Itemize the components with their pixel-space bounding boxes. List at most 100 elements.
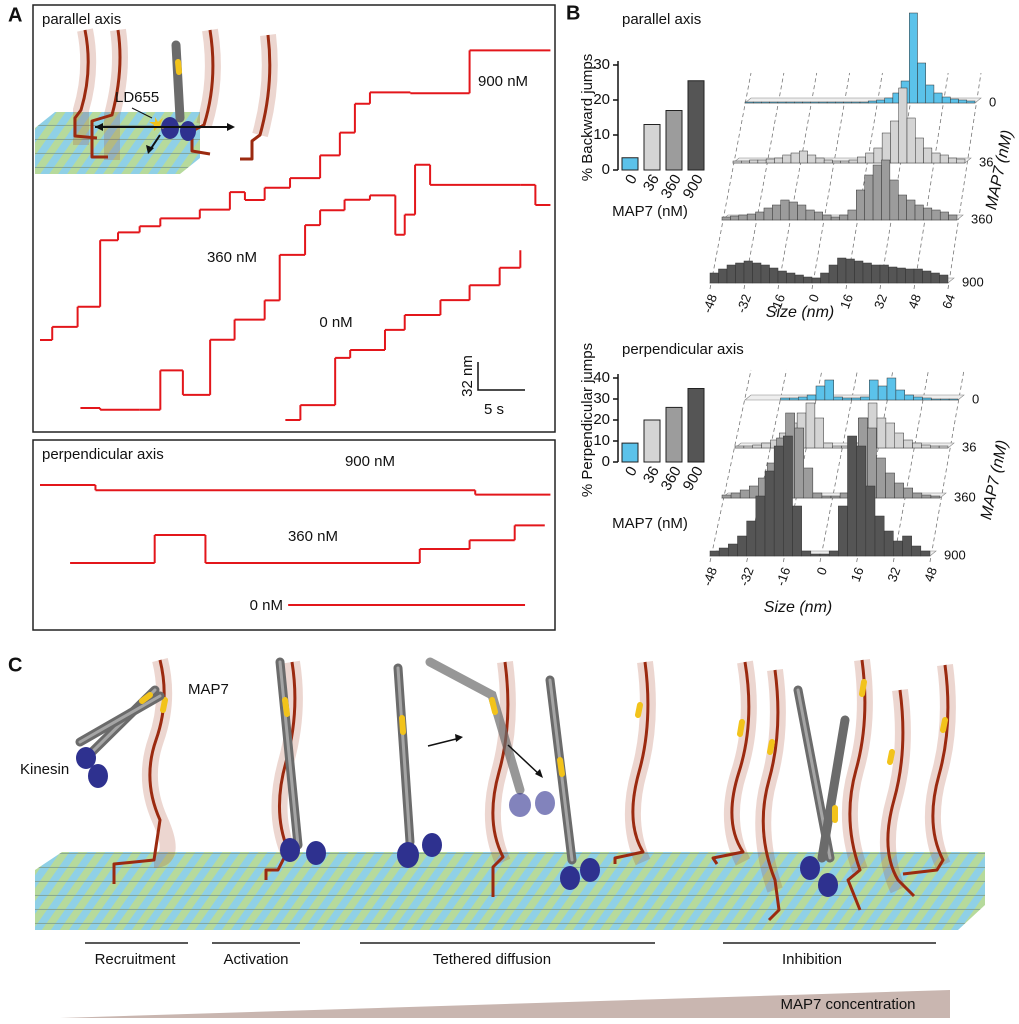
histogram-bar: [884, 97, 894, 104]
histogram-bar: [774, 157, 783, 164]
histogram-bar: [765, 158, 775, 164]
histogram-bar: [911, 545, 922, 557]
x-tick-label: 36: [640, 463, 663, 486]
histogram-bar: [920, 550, 931, 557]
histogram-bar: [883, 530, 894, 557]
histogram-bar: [898, 194, 907, 221]
histogram-bar: [734, 445, 745, 449]
stage-label: Activation: [223, 951, 288, 968]
histogram-bar: [741, 160, 750, 164]
histogram-bar: [764, 470, 775, 557]
histogram-bar: [815, 385, 826, 401]
histogram-bar: [763, 207, 773, 221]
x-tick-label: 900: [680, 463, 707, 493]
histogram-bar: [879, 264, 889, 284]
grid-line: [856, 369, 894, 563]
series-axis-label: MAP7 (nM): [978, 439, 1011, 522]
histogram-bar: [886, 377, 897, 401]
x-axis-label: MAP7 (nM): [612, 515, 688, 532]
section-title: parallel axis: [42, 11, 121, 28]
histogram-bar: [798, 396, 808, 401]
row-label: 0: [989, 94, 996, 109]
stage-label: Recruitment: [95, 951, 177, 968]
x-tick-label: 16: [837, 292, 856, 311]
histogram-bar: [906, 117, 916, 164]
grid-line: [929, 369, 965, 563]
histogram-bar: [789, 397, 799, 401]
histogram-bar: [903, 487, 914, 499]
histogram-bar: [948, 214, 958, 221]
histogram-bar: [737, 535, 747, 557]
histogram-bar: [905, 268, 915, 284]
histogram-bar: [906, 199, 916, 221]
histogram-bar: [895, 389, 905, 401]
histogram-bar: [803, 467, 814, 499]
histogram-bar: [885, 472, 895, 499]
histogram-bar: [812, 492, 823, 499]
histogram-bar: [761, 442, 771, 449]
row-label: 0: [972, 391, 979, 406]
histogram-bar: [909, 12, 918, 104]
histogram-bar: [786, 272, 796, 284]
histogram-bar: [857, 156, 866, 164]
trace-label: 900 nM: [345, 453, 395, 470]
panel-label: B: [566, 2, 580, 24]
y-tick-label: 10: [593, 126, 610, 143]
histogram-bar: [805, 209, 815, 221]
grid-line: [746, 369, 787, 563]
histogram-bar: [726, 264, 736, 284]
grid-line: [743, 72, 785, 290]
y-tick-label: 20: [593, 411, 610, 428]
histogram-bar: [876, 99, 885, 104]
chart-title: parallel axis: [622, 11, 701, 28]
grid-line: [845, 72, 883, 290]
histogram-bar: [785, 101, 795, 104]
histogram-bar: [877, 385, 888, 401]
histogram-bar: [805, 402, 816, 449]
histogram-bar: [872, 164, 882, 221]
trace-label: 0 nM: [250, 597, 283, 614]
histogram-bar: [823, 159, 833, 164]
histogram-bar: [902, 535, 912, 557]
histogram-bar: [871, 264, 881, 284]
histogram-bar: [864, 174, 874, 221]
x-tick-label: 36: [640, 171, 663, 194]
x-tick-label: 32: [884, 565, 903, 584]
histogram-bar: [811, 277, 821, 284]
histogram-bar: [917, 62, 926, 104]
x-axis-label: MAP7 (nM): [612, 203, 688, 220]
histogram-bar: [912, 442, 922, 449]
histogram-bar: [966, 100, 976, 104]
bar: [687, 80, 705, 171]
histogram-bar: [721, 494, 732, 499]
histogram-bar: [847, 209, 857, 221]
histogram-bar: [851, 101, 861, 104]
y-tick-label: 30: [593, 56, 610, 73]
x-axis-label: Size (nm): [766, 304, 834, 321]
histogram-bar: [865, 152, 875, 164]
histogram-bar: [939, 211, 949, 221]
grid-line: [913, 72, 949, 290]
trace-label: 360 nM: [288, 528, 338, 545]
histogram-bar: [931, 152, 941, 164]
histogram-bar: [889, 179, 899, 221]
grid-line: [879, 72, 916, 290]
x-tick-label: 0: [622, 463, 641, 479]
grid-line: [819, 369, 858, 563]
grid-line: [782, 369, 823, 563]
histogram-bar: [773, 445, 784, 557]
histogram-bar: [851, 397, 861, 401]
histogram-bar: [792, 505, 802, 557]
x-tick-label: 64: [939, 292, 958, 311]
histogram-bar: [777, 270, 787, 284]
histogram-bar: [921, 494, 932, 499]
histogram-bar: [912, 492, 923, 499]
histogram-bar: [749, 159, 759, 164]
histogram-bar: [881, 132, 891, 164]
histogram-bar: [818, 101, 828, 104]
histogram-bar: [958, 99, 968, 104]
histogram-bar: [921, 444, 931, 449]
histogram-bar: [933, 92, 943, 104]
histogram-bar: [931, 398, 941, 401]
histogram-bar: [930, 495, 941, 499]
